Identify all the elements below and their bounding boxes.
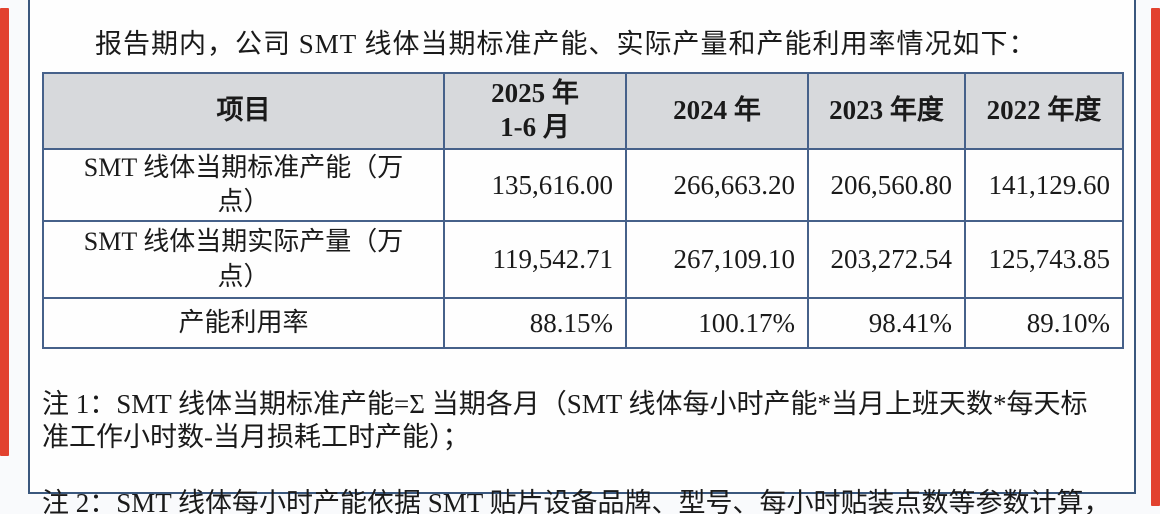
- footnotes-block: 注 1：SMT 线体当期标准产能=Σ 当期各月（SMT 线体每小时产能*当月上班…: [42, 355, 1142, 514]
- right-edge-highlight-bar: [1151, 8, 1160, 506]
- footnote-2: 注 2：SMT 线体每小时产能依据 SMT 贴片设备品牌、型号、每小时贴装点数等…: [42, 488, 1111, 514]
- standard-capacity-2024: 266,663.20: [625, 148, 809, 222]
- actual-output-2025-h1: 119,542.71: [443, 220, 627, 299]
- standard-capacity-2025-h1: 135,616.00: [443, 148, 627, 222]
- actual-output-2023: 203,272.54: [807, 220, 966, 299]
- actual-output-2022: 125,743.85: [964, 220, 1124, 299]
- actual-output-label: SMT 线体当期实际产量（万 点）: [42, 220, 445, 299]
- header-cell-2025-h1: 2025 年 1-6 月: [443, 72, 627, 150]
- utilization-rate-2024: 100.17%: [625, 297, 809, 349]
- table-row-actual-output: SMT 线体当期实际产量（万 点） 119,542.71 267,109.10 …: [42, 220, 1124, 299]
- header-cell-2024: 2024 年: [625, 72, 809, 150]
- header-cell-2023: 2023 年度: [807, 72, 966, 150]
- intro-paragraph: 报告期内，公司 SMT 线体当期标准产能、实际产量和产能利用率情况如下：: [95, 29, 1037, 59]
- table-row-utilization-rate: 产能利用率 88.15% 100.17% 98.41% 89.10%: [42, 297, 1124, 349]
- actual-output-2024: 267,109.10: [625, 220, 809, 299]
- utilization-rate-2022: 89.10%: [964, 297, 1124, 349]
- capacity-utilization-table: 项目 2025 年 1-6 月 2024 年 2023 年度 2022 年度 S…: [42, 72, 1124, 349]
- utilization-rate-label: 产能利用率: [42, 297, 445, 349]
- standard-capacity-2022: 141,129.60: [964, 148, 1124, 222]
- standard-capacity-2023: 206,560.80: [807, 148, 966, 222]
- left-edge-highlight-bar: [0, 8, 9, 456]
- footnote-1: 注 1：SMT 线体当期标准产能=Σ 当期各月（SMT 线体每小时产能*当月上班…: [42, 389, 1088, 452]
- standard-capacity-label: SMT 线体当期标准产能（万 点）: [42, 148, 445, 222]
- utilization-rate-2023: 98.41%: [807, 297, 966, 349]
- header-cell-2022: 2022 年度: [964, 72, 1124, 150]
- table-header-row: 项目 2025 年 1-6 月 2024 年 2023 年度 2022 年度: [42, 72, 1124, 150]
- table-row-standard-capacity: SMT 线体当期标准产能（万 点） 135,616.00 266,663.20 …: [42, 148, 1124, 222]
- header-cell-item: 项目: [42, 72, 445, 150]
- utilization-rate-2025-h1: 88.15%: [443, 297, 627, 349]
